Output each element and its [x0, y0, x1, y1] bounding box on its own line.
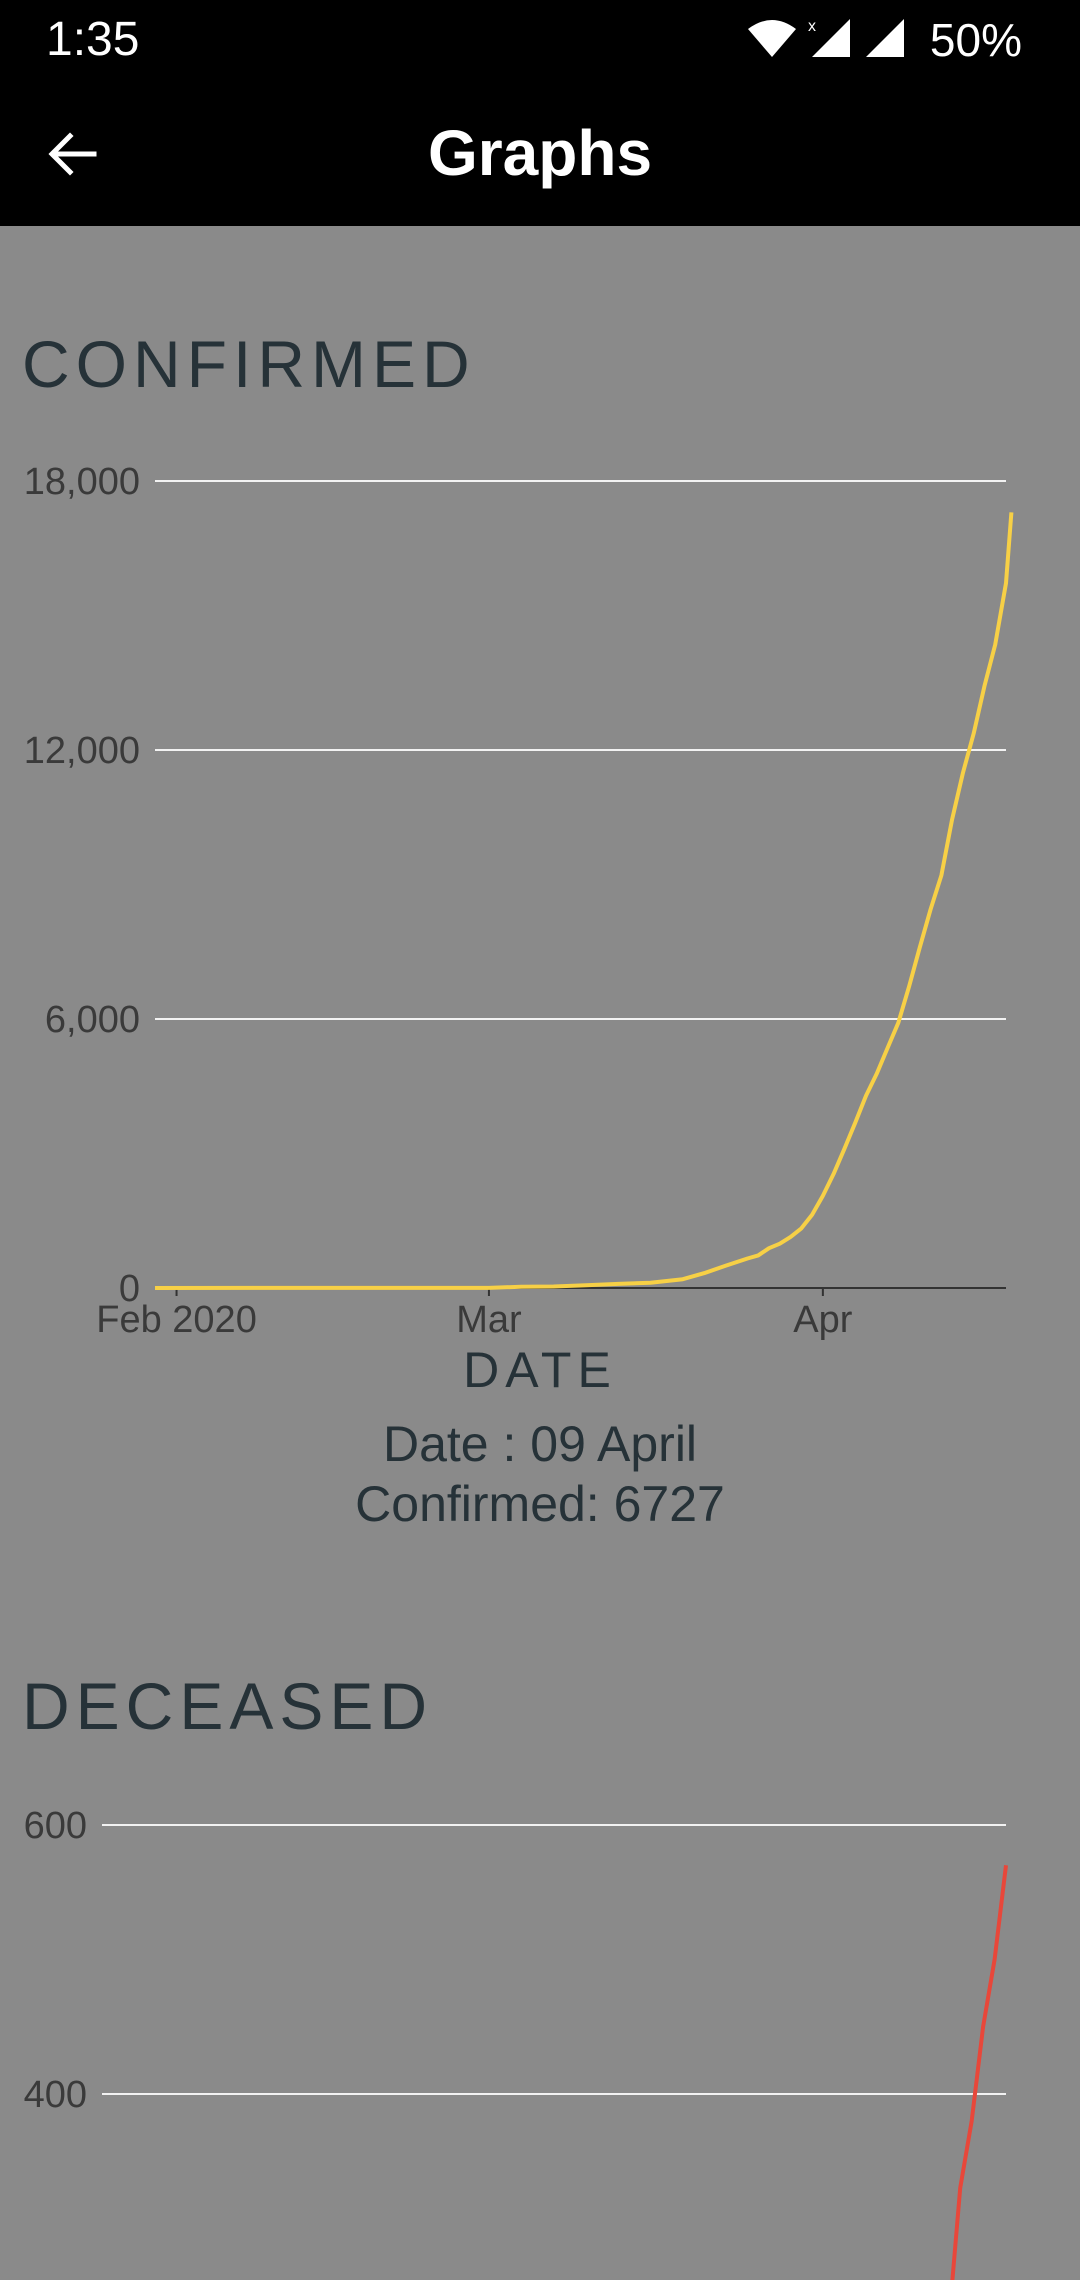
series-line — [154, 512, 1014, 1290]
confirmed-xaxis-title: DATE — [463, 1342, 617, 1398]
deceased-title: DECEASED — [22, 1669, 434, 1743]
status-icons: x 50% — [746, 12, 1022, 68]
x-tick-label: Feb 2020 — [96, 1299, 257, 1340]
y-tick-label: 0 — [119, 1268, 140, 1310]
deceased-chart[interactable]: 400 600 — [0, 1780, 1080, 2280]
page-title: Graphs — [427, 117, 653, 189]
tooltip-date: Date : 09 April — [382, 1416, 698, 1472]
y-tick-label: 400 — [24, 2074, 87, 2116]
confirmed-chart[interactable]: 0 6,000 12,000 18,000 Feb 2020 Mar Apr — [0, 440, 1080, 1340]
x-tick-label: Apr — [793, 1299, 852, 1340]
x-tick-label: Mar — [456, 1299, 522, 1340]
svg-text:x: x — [808, 18, 816, 35]
y-tick-label: 12,000 — [24, 730, 140, 772]
status-time: 1:35 — [46, 13, 140, 66]
battery-percentage: 50% — [929, 14, 1022, 66]
y-tick-label: 6,000 — [45, 999, 140, 1041]
tooltip-value: Confirmed: 6727 — [355, 1476, 725, 1532]
status-bar: 1:35 x 50% — [0, 0, 1080, 80]
app-bar: Graphs — [0, 80, 1080, 226]
back-button[interactable] — [36, 118, 108, 190]
series-line — [950, 1865, 1008, 2280]
arrow-left-icon — [48, 132, 97, 176]
wifi-icon — [746, 17, 798, 64]
cell-signal-icon — [864, 17, 906, 64]
y-tick-label: 18,000 — [24, 461, 140, 503]
cell-signal-icon: x — [808, 17, 854, 64]
confirmed-title: CONFIRMED — [22, 327, 476, 401]
y-tick-label: 600 — [24, 1805, 87, 1847]
